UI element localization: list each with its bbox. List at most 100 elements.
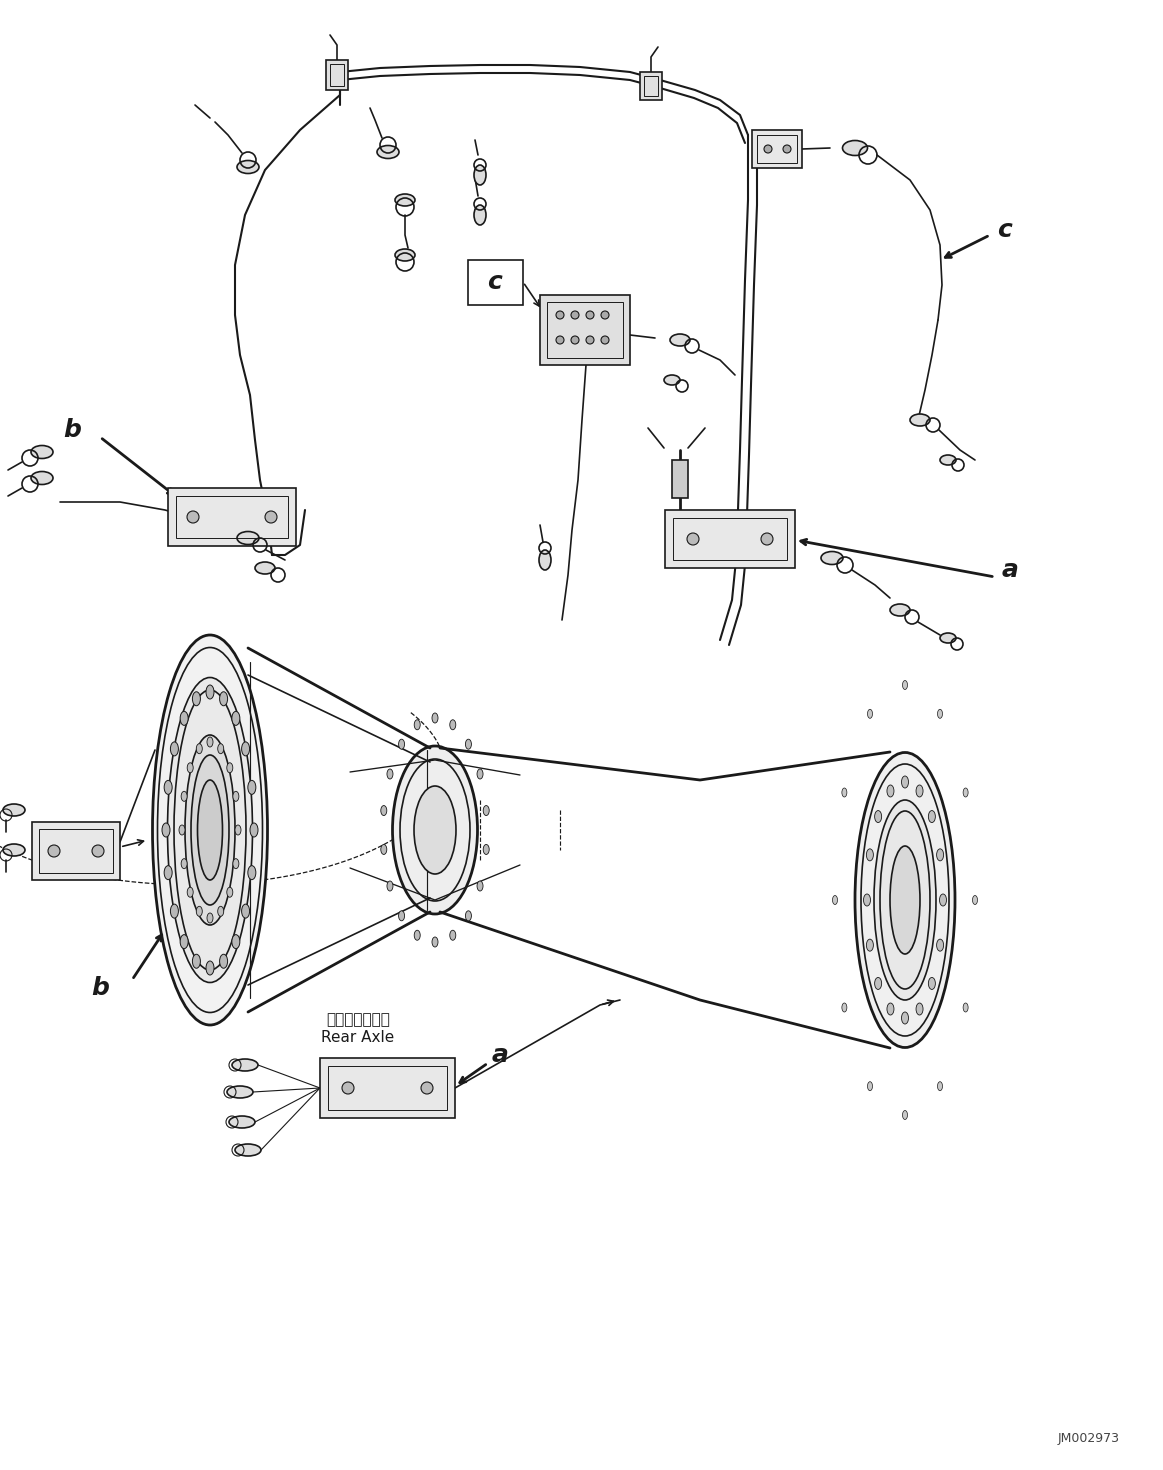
Text: JM002973: JM002973 [1058, 1432, 1120, 1445]
Ellipse shape [164, 866, 172, 879]
Ellipse shape [387, 881, 393, 891]
Ellipse shape [31, 472, 53, 485]
Ellipse shape [217, 744, 223, 754]
Ellipse shape [450, 720, 456, 729]
Bar [320, 1058, 455, 1119]
Ellipse shape [936, 939, 943, 951]
Ellipse shape [664, 375, 680, 385]
Ellipse shape [868, 1082, 872, 1091]
Ellipse shape [940, 894, 947, 906]
Ellipse shape [171, 742, 178, 756]
Ellipse shape [248, 866, 256, 879]
Circle shape [586, 337, 594, 344]
Text: リヤーアクスル: リヤーアクスル [326, 1013, 390, 1028]
Ellipse shape [475, 165, 486, 185]
Text: a: a [1001, 559, 1019, 582]
Ellipse shape [936, 848, 943, 861]
Bar [167, 488, 297, 545]
Ellipse shape [179, 825, 185, 835]
Ellipse shape [380, 844, 387, 854]
Ellipse shape [164, 781, 172, 794]
Ellipse shape [887, 1003, 894, 1014]
Ellipse shape [220, 954, 228, 969]
Ellipse shape [392, 745, 478, 914]
Ellipse shape [255, 562, 274, 573]
Bar [176, 495, 288, 538]
Bar [326, 60, 348, 90]
Ellipse shape [187, 763, 193, 773]
Ellipse shape [477, 769, 483, 779]
Ellipse shape [928, 810, 935, 823]
Bar [468, 260, 523, 304]
Ellipse shape [180, 935, 188, 948]
Ellipse shape [414, 720, 420, 729]
Ellipse shape [206, 685, 214, 700]
Ellipse shape [237, 532, 259, 544]
Ellipse shape [220, 692, 228, 706]
Ellipse shape [901, 1011, 908, 1025]
Ellipse shape [483, 806, 490, 816]
Ellipse shape [248, 781, 256, 794]
Ellipse shape [855, 753, 955, 1048]
Bar [752, 129, 802, 168]
Ellipse shape [465, 739, 471, 750]
Bar [330, 65, 344, 87]
Circle shape [687, 534, 699, 545]
Ellipse shape [842, 1003, 847, 1011]
Circle shape [556, 312, 564, 319]
Ellipse shape [197, 744, 202, 754]
Ellipse shape [431, 713, 438, 723]
Ellipse shape [399, 911, 405, 920]
Ellipse shape [235, 1144, 261, 1155]
Ellipse shape [231, 1058, 258, 1072]
Bar [33, 822, 120, 881]
Ellipse shape [465, 911, 471, 920]
Ellipse shape [250, 823, 258, 836]
Ellipse shape [227, 1086, 254, 1098]
Ellipse shape [916, 1003, 923, 1014]
Ellipse shape [197, 907, 202, 916]
Ellipse shape [185, 735, 235, 925]
Ellipse shape [242, 742, 250, 756]
Text: b: b [63, 417, 81, 442]
Ellipse shape [890, 847, 920, 954]
Ellipse shape [937, 1082, 942, 1091]
Ellipse shape [395, 248, 415, 262]
Ellipse shape [395, 194, 415, 206]
Ellipse shape [180, 711, 188, 725]
Ellipse shape [233, 858, 238, 869]
Ellipse shape [31, 445, 53, 459]
Ellipse shape [901, 776, 908, 788]
Ellipse shape [833, 895, 837, 904]
Ellipse shape [181, 858, 187, 869]
Ellipse shape [380, 806, 387, 816]
Circle shape [601, 337, 609, 344]
Ellipse shape [207, 913, 213, 923]
Ellipse shape [866, 939, 873, 951]
Circle shape [265, 512, 277, 523]
Ellipse shape [863, 894, 870, 906]
Text: a: a [492, 1044, 508, 1067]
Ellipse shape [890, 604, 909, 616]
Ellipse shape [940, 634, 956, 642]
Ellipse shape [162, 823, 170, 836]
Ellipse shape [235, 825, 241, 835]
Circle shape [761, 534, 773, 545]
Circle shape [187, 512, 199, 523]
Ellipse shape [821, 551, 843, 564]
Ellipse shape [450, 931, 456, 941]
Bar [644, 76, 658, 96]
Ellipse shape [167, 678, 252, 982]
Circle shape [764, 146, 772, 153]
Circle shape [342, 1082, 354, 1094]
Ellipse shape [902, 1110, 907, 1120]
Ellipse shape [875, 800, 936, 1000]
Ellipse shape [242, 904, 250, 919]
Ellipse shape [206, 961, 214, 975]
Ellipse shape [868, 710, 872, 719]
Ellipse shape [231, 935, 240, 948]
Ellipse shape [181, 791, 187, 801]
Circle shape [571, 337, 579, 344]
Circle shape [48, 845, 60, 857]
Ellipse shape [875, 810, 882, 823]
